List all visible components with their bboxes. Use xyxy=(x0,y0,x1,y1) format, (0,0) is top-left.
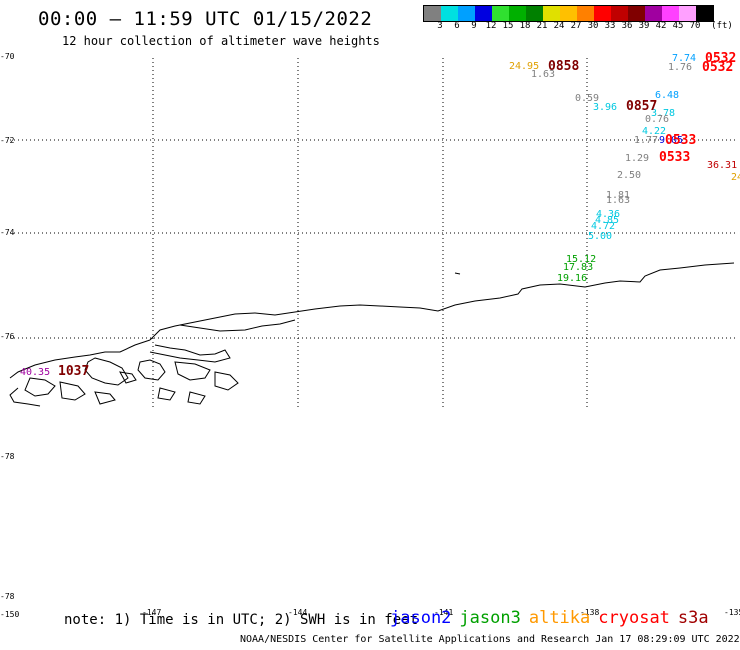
longitude-label: -138 xyxy=(580,608,600,617)
color-scale-tick: 33 xyxy=(604,21,616,31)
color-scale-tick: 70 xyxy=(689,21,701,31)
longitude-label: -141 xyxy=(434,608,454,617)
latitude-label: -74 xyxy=(0,228,15,237)
map-subtitle: 12 hour collection of altimeter wave hei… xyxy=(62,34,380,48)
latitude-label: -70 xyxy=(0,52,15,61)
wave-height-value: 9.05 xyxy=(659,135,684,146)
color-scale-tick: 3 xyxy=(437,21,443,31)
color-swatch xyxy=(611,6,628,21)
wave-height-value: 1.29 xyxy=(625,153,650,164)
pass-time-label: 0532 xyxy=(702,60,734,75)
wave-height-value: 5.00 xyxy=(588,231,613,242)
color-scale-tick: 18 xyxy=(519,21,531,31)
wave-height-value: 7.74 xyxy=(672,53,697,64)
wave-height-value: 4.36 xyxy=(596,209,621,220)
wave-height-value: 3.78 xyxy=(651,108,676,119)
latitude-label: -72 xyxy=(0,136,15,145)
coastline xyxy=(9,262,735,407)
satellite-legend: jason2 jason3 altika cryosat s3a xyxy=(390,608,717,628)
satellite-legend-item: cryosat xyxy=(598,608,670,628)
color-swatch xyxy=(509,6,526,21)
longitude-label: -135 xyxy=(724,608,740,617)
latitude-label: -78 xyxy=(0,452,15,461)
pass-time-label: 1037 xyxy=(58,364,90,379)
latitude-label: -78 xyxy=(0,592,15,601)
color-swatch xyxy=(560,6,577,21)
map-title: 00:00 – 11:59 UTC 01/15/2022 xyxy=(38,8,373,30)
color-swatch xyxy=(424,6,441,21)
wave-height-value: 4.72 xyxy=(591,221,616,232)
color-swatch xyxy=(696,6,713,21)
color-swatch xyxy=(662,6,679,21)
satellite-legend-item: jason3 xyxy=(459,608,521,628)
color-scale-bar xyxy=(423,5,714,22)
wave-height-value: 17.83 xyxy=(563,262,594,273)
wave-height-value: 24 xyxy=(731,172,740,183)
wave-height-value: 19.16 xyxy=(557,273,588,284)
wave-height-value: 2.50 xyxy=(617,170,642,181)
wave-height-value: 0.59 xyxy=(575,93,600,104)
color-scale-tick: 24 xyxy=(553,21,565,31)
color-swatch xyxy=(475,6,492,21)
color-swatch xyxy=(526,6,543,21)
wave-height-value: 1.81 xyxy=(606,190,631,201)
wave-height-value: 1.63 xyxy=(606,195,631,206)
color-swatch xyxy=(441,6,458,21)
color-swatch xyxy=(645,6,662,21)
pass-time-label: 0533 xyxy=(659,150,691,165)
color-scale-tick: 15 xyxy=(502,21,514,31)
wave-height-value: 40.35 xyxy=(20,367,51,378)
wave-height-value: 36.31 xyxy=(707,160,738,171)
satellite-legend-item: s3a xyxy=(677,608,709,628)
color-swatch xyxy=(628,6,645,21)
wave-height-value: 1.77 xyxy=(634,135,659,146)
color-swatch xyxy=(679,6,696,21)
wave-height-value: 4.85 xyxy=(595,215,620,226)
color-swatch xyxy=(577,6,594,21)
color-scale-tick: 27 xyxy=(570,21,582,31)
units-note: note: 1) Time is in UTC; 2) SWH is in fe… xyxy=(64,612,419,628)
longitude-label: -147 xyxy=(142,608,162,617)
color-scale-labels: 3 6 9 12 15 18 21 24 27 30 33 36 39 42 45 70 (ft) xyxy=(423,21,740,33)
color-scale-unit: (ft) xyxy=(711,21,733,31)
satellite-legend-item: jason2 xyxy=(390,608,452,628)
wave-height-value: 24.95 xyxy=(509,61,540,72)
color-swatch xyxy=(594,6,611,21)
wave-height-value: 0.76 xyxy=(645,114,670,125)
color-scale-tick: 45 xyxy=(672,21,684,31)
pass-time-label: 0858 xyxy=(548,59,580,74)
color-swatch xyxy=(458,6,475,21)
color-scale-tick: 21 xyxy=(536,21,548,31)
color-scale-tick: 39 xyxy=(638,21,650,31)
color-swatch xyxy=(492,6,509,21)
color-scale-tick: 42 xyxy=(655,21,667,31)
grid-lines xyxy=(10,58,735,408)
wave-height-value: 6.48 xyxy=(655,90,680,101)
credit-line: NOAA/NESDIS Center for Satellite Applica… xyxy=(240,634,740,645)
color-scale-tick: 12 xyxy=(485,21,497,31)
pass-time-label: 0857 xyxy=(626,99,658,114)
color-scale-tick: 30 xyxy=(587,21,599,31)
longitude-label: -150 xyxy=(0,610,20,619)
longitude-label: -144 xyxy=(288,608,308,617)
satellite-legend-item: altika xyxy=(528,608,591,628)
wave-height-value: 15.12 xyxy=(566,254,597,265)
pass-time-label: 0532 xyxy=(705,51,737,66)
color-scale-tick: 6 xyxy=(454,21,460,31)
pass-time-label: 0533 xyxy=(665,133,697,148)
wave-height-value: 1.63 xyxy=(531,69,556,80)
wave-height-value: 4.22 xyxy=(642,126,667,137)
color-scale-tick: 9 xyxy=(471,21,477,31)
latitude-label: -76 xyxy=(0,332,15,341)
wave-height-value: 1.76 xyxy=(668,62,693,73)
color-swatch xyxy=(543,6,560,21)
color-scale-tick: 36 xyxy=(621,21,633,31)
wave-height-value: 3.96 xyxy=(593,102,618,113)
